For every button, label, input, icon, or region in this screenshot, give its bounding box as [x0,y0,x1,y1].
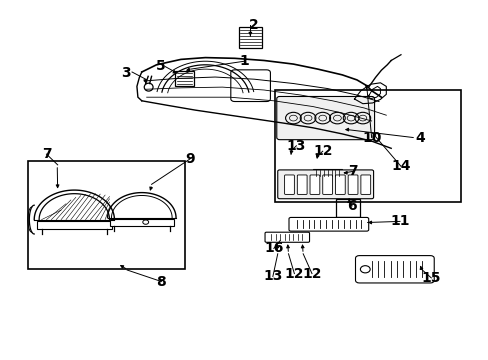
Text: 6: 6 [346,199,356,213]
FancyBboxPatch shape [297,175,306,194]
FancyBboxPatch shape [277,170,373,199]
Bar [332,126,344,132]
Text: 5: 5 [155,59,165,72]
Text: 12: 12 [284,267,304,280]
FancyBboxPatch shape [288,217,368,231]
FancyBboxPatch shape [309,175,319,194]
Bar [37,221,112,229]
Text: 10: 10 [361,131,381,144]
Text: 9: 9 [184,152,194,166]
Text: 12: 12 [312,144,332,158]
Text: 7: 7 [347,165,357,178]
Bar [28,161,184,269]
Bar [110,219,173,226]
FancyBboxPatch shape [355,256,433,283]
FancyBboxPatch shape [276,96,374,140]
Bar [175,71,193,86]
Text: 13: 13 [286,139,305,153]
Bar [312,169,342,177]
Text: 8: 8 [156,275,166,288]
FancyBboxPatch shape [360,175,370,194]
Text: 16: 16 [264,242,283,255]
FancyBboxPatch shape [347,175,357,194]
FancyBboxPatch shape [284,175,294,194]
Text: 2: 2 [248,18,258,32]
Text: 14: 14 [390,159,410,173]
Text: 11: 11 [389,215,409,228]
Ellipse shape [144,83,153,91]
Bar [336,199,359,217]
Text: 15: 15 [421,271,440,285]
Bar [238,27,262,48]
Text: 3: 3 [121,66,131,80]
Text: 7: 7 [41,147,51,161]
Text: 1: 1 [239,54,249,68]
Text: 12: 12 [302,267,321,280]
FancyBboxPatch shape [322,175,332,194]
FancyBboxPatch shape [264,232,309,242]
FancyBboxPatch shape [335,175,345,194]
Text: 13: 13 [263,270,282,283]
Bar [274,90,460,202]
Text: 4: 4 [415,131,425,144]
